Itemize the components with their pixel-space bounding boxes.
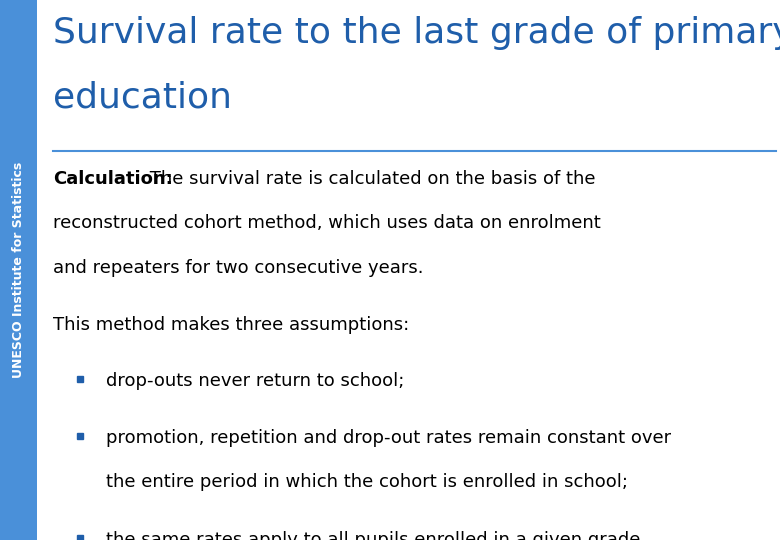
Text: education: education — [53, 81, 232, 115]
Text: drop-outs never return to school;: drop-outs never return to school; — [106, 372, 405, 389]
Text: The survival rate is calculated on the basis of the: The survival rate is calculated on the b… — [144, 170, 595, 188]
Text: UNESCO Institute for Statistics: UNESCO Institute for Statistics — [12, 162, 25, 378]
Text: the same rates apply to all pupils enrolled in a given grade,: the same rates apply to all pupils enrol… — [106, 531, 646, 540]
Text: reconstructed cohort method, which uses data on enrolment: reconstructed cohort method, which uses … — [53, 214, 601, 232]
FancyBboxPatch shape — [0, 0, 37, 540]
Text: and repeaters for two consecutive years.: and repeaters for two consecutive years. — [53, 259, 424, 276]
Text: Survival rate to the last grade of primary: Survival rate to the last grade of prima… — [53, 16, 780, 50]
Text: This method makes three assumptions:: This method makes three assumptions: — [53, 316, 410, 334]
Text: promotion, repetition and drop-out rates remain constant over: promotion, repetition and drop-out rates… — [106, 429, 672, 447]
Text: Calculation:: Calculation: — [53, 170, 173, 188]
Text: the entire period in which the cohort is enrolled in school;: the entire period in which the cohort is… — [106, 474, 628, 491]
